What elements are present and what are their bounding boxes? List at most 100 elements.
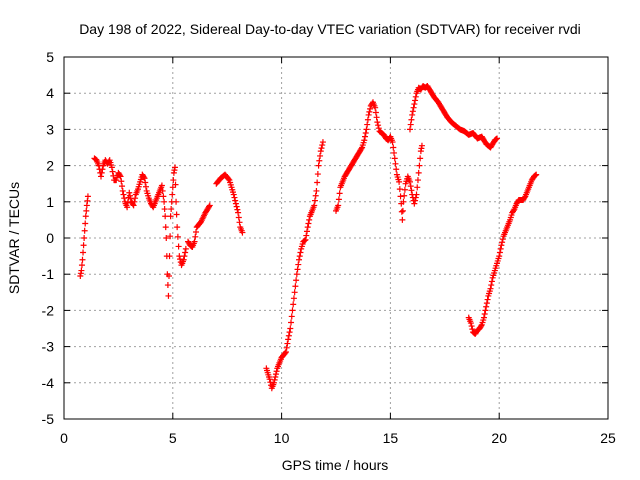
- data-point: [272, 374, 279, 381]
- data-point: [484, 296, 491, 303]
- data-point: [235, 209, 242, 216]
- data-point: [391, 155, 398, 162]
- data-point: [373, 114, 380, 121]
- x-tick-label: 25: [600, 430, 616, 446]
- data-point: [118, 178, 125, 185]
- data-point: [162, 224, 169, 231]
- data-point: [266, 376, 273, 383]
- data-point: [358, 145, 365, 152]
- x-tick-label: 20: [491, 430, 507, 446]
- data-point: [399, 216, 406, 223]
- x-tick-label: 5: [169, 430, 177, 446]
- data-point: [418, 142, 425, 149]
- y-tick-label: -1: [42, 266, 55, 282]
- data-point: [98, 169, 105, 176]
- data-point: [374, 119, 381, 126]
- y-tick-label: 3: [46, 121, 54, 137]
- y-tick-label: -5: [42, 411, 55, 427]
- data-point: [158, 182, 165, 189]
- data-point: [289, 307, 296, 314]
- data-point: [496, 253, 503, 260]
- y-tick-label: -3: [42, 339, 55, 355]
- data-point: [480, 314, 487, 321]
- data-point: [313, 187, 320, 194]
- data-point: [396, 178, 403, 185]
- data-point: [232, 200, 239, 207]
- data-point: [80, 249, 87, 256]
- data-point: [410, 104, 417, 111]
- data-point: [392, 160, 399, 167]
- data-point: [362, 133, 369, 140]
- data-point: [169, 184, 176, 191]
- data-point: [84, 193, 91, 200]
- data-point: [174, 224, 181, 231]
- x-axis-ticks: 0 5 10 15 20 25: [60, 57, 616, 446]
- data-point: [467, 320, 474, 327]
- data-point: [335, 202, 342, 209]
- data-point: [142, 179, 149, 186]
- data-point: [108, 164, 115, 171]
- data-point: [391, 149, 398, 156]
- data-point: [285, 336, 292, 343]
- data-point: [127, 195, 134, 202]
- data-point: [99, 166, 106, 173]
- data-point: [282, 349, 289, 356]
- data-point: [468, 323, 475, 330]
- data-point: [494, 135, 501, 142]
- data-point: [375, 122, 382, 129]
- data-point: [169, 191, 176, 198]
- data-point: [288, 319, 295, 326]
- data-point: [478, 323, 485, 330]
- data-point: [399, 207, 406, 214]
- data-point: [411, 200, 418, 207]
- y-axis-label: SDTVAR / TECUs: [6, 182, 22, 294]
- y-tick-label: 2: [46, 158, 54, 174]
- data-point: [499, 236, 506, 243]
- data-point: [488, 278, 495, 285]
- data-point: [81, 227, 88, 234]
- data-point: [173, 198, 180, 205]
- data-point: [121, 195, 128, 202]
- data-point: [364, 121, 371, 128]
- data-point: [132, 195, 139, 202]
- data-point: [81, 235, 88, 241]
- data-point: [97, 173, 104, 180]
- data-point: [124, 199, 131, 206]
- data-point: [303, 228, 310, 235]
- data-point: [233, 203, 240, 210]
- data-point: [481, 311, 488, 318]
- data-point: [412, 197, 419, 204]
- data-point: [234, 206, 241, 213]
- data-point: [283, 344, 290, 351]
- data-point: [411, 101, 418, 108]
- data-point: [314, 179, 321, 186]
- data-point: [363, 126, 370, 133]
- data-point: [273, 368, 280, 375]
- data-point: [117, 173, 124, 180]
- data-point: [192, 233, 199, 240]
- data-point: [193, 228, 200, 235]
- data-point: [159, 187, 166, 194]
- data-point: [140, 174, 147, 181]
- data-point: [141, 175, 148, 182]
- data-point: [401, 186, 408, 193]
- data-point: [393, 166, 400, 173]
- data-point: [271, 376, 278, 383]
- data-point: [282, 349, 289, 356]
- data-point: [415, 169, 422, 176]
- data-point: [390, 144, 397, 151]
- data-point: [82, 213, 89, 220]
- data-point: [510, 207, 517, 214]
- data-point: [127, 192, 134, 199]
- data-point: [396, 186, 403, 193]
- data-point: [406, 178, 413, 185]
- data-point: [290, 295, 297, 302]
- data-point: [176, 253, 183, 260]
- data-point: [311, 197, 318, 204]
- data-point: [408, 116, 415, 123]
- x-tick-label: 0: [60, 430, 68, 446]
- data-point: [407, 121, 414, 128]
- data-point: [168, 206, 175, 213]
- data-point: [296, 256, 303, 263]
